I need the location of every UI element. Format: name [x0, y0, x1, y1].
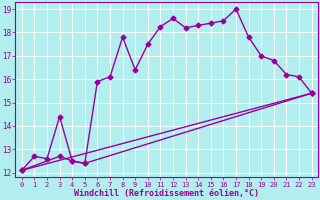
X-axis label: Windchill (Refroidissement éolien,°C): Windchill (Refroidissement éolien,°C) [74, 189, 259, 198]
